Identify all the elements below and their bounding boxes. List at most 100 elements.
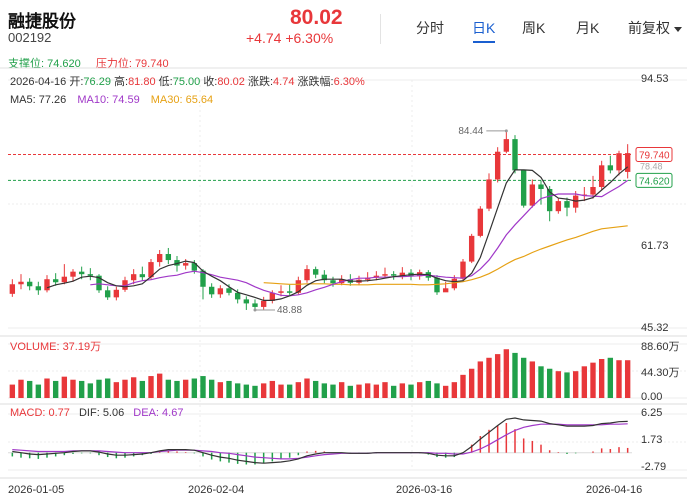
candle (174, 260, 180, 266)
candle (278, 291, 284, 293)
volume-bar (182, 379, 189, 398)
close-label: 收: (203, 76, 218, 88)
candle (607, 165, 614, 171)
low-label: 低: (158, 76, 173, 88)
volume-bar (96, 379, 102, 398)
candle (18, 281, 24, 285)
volume-bar (356, 384, 362, 398)
candle (61, 276, 68, 283)
volume-bar (165, 379, 172, 398)
tab-daily-k[interactable]: 日K (472, 20, 496, 36)
volume-bar (122, 379, 128, 398)
candle (200, 270, 206, 287)
dif-value: DIF: 5.06 (78, 407, 125, 419)
candle (477, 208, 484, 236)
macd-axis-top: 6.25 (641, 407, 663, 419)
stock-name: 融捷股份 (8, 12, 76, 31)
candle (217, 288, 224, 295)
volume-bar (399, 383, 406, 398)
volume-bar (174, 380, 180, 398)
candle (26, 281, 33, 287)
candle (44, 279, 50, 291)
volume-bar (200, 376, 206, 398)
volume-bar (538, 366, 544, 398)
candle (486, 179, 492, 209)
candle (529, 184, 536, 206)
candle (87, 274, 94, 276)
current-price: 80.02 (290, 6, 343, 29)
chg-label: 涨跌: (247, 76, 274, 88)
support-level: 支撑位: 74.620 (8, 58, 81, 70)
date-label: 2026-02-04 (188, 484, 245, 496)
volume-bar (364, 383, 371, 398)
ma30-legend: MA30: 65.64 (150, 94, 214, 106)
price-change: +4.74 +6.30% (246, 30, 334, 46)
volume-bar (390, 385, 397, 398)
candle (304, 269, 310, 281)
volume-bar (226, 380, 232, 398)
volume-bar (503, 349, 510, 398)
candle (451, 278, 458, 289)
adjust-dropdown[interactable]: 前复权 (628, 18, 682, 38)
stock-code: 002192 (8, 30, 52, 45)
candle (234, 292, 241, 300)
volume-bar (295, 382, 302, 398)
date-label: 2026-01-05 (8, 484, 65, 496)
max-dot (504, 129, 508, 133)
candle (113, 289, 120, 298)
tab-weekly-k[interactable]: 周K (522, 20, 546, 36)
candle (52, 279, 59, 283)
max-annotation: 84.44 (458, 126, 483, 137)
volume-bar (18, 379, 24, 398)
candle (442, 288, 449, 293)
candle (460, 261, 466, 279)
price-axis-hint: 78.48 (640, 162, 663, 172)
volume-bar (191, 378, 198, 398)
candle (538, 184, 544, 190)
candle (35, 286, 42, 291)
volume-bar (382, 382, 388, 398)
tab-monthly-k[interactable]: 月K (576, 20, 600, 36)
ma10-legend: MA10: 74.59 (77, 94, 140, 106)
candle (330, 280, 336, 284)
close-value: 80.02 (217, 76, 245, 88)
candle (208, 286, 215, 295)
ma10-line (90, 179, 629, 297)
volume-bar (260, 383, 267, 398)
candle (468, 235, 475, 262)
volume-bar (312, 380, 319, 398)
volume-bar (494, 354, 501, 398)
candle (156, 254, 163, 263)
volume-bar (61, 376, 68, 398)
candle (382, 274, 388, 276)
candle (434, 277, 440, 293)
volume-bar (252, 385, 258, 398)
macd-axis-mid: 1.73 (641, 434, 663, 446)
high-label: 高: (114, 76, 129, 88)
candle (564, 201, 570, 208)
volume-bar (468, 368, 475, 398)
candle (139, 274, 146, 278)
tab-intraday[interactable]: 分时 (416, 20, 444, 36)
volume-bar (486, 357, 492, 398)
candle (70, 271, 76, 277)
support-tag-box (635, 172, 673, 188)
candle (165, 254, 172, 261)
volume-bar (512, 352, 518, 398)
support-tag: 74.620 (639, 176, 670, 187)
candle (598, 165, 605, 187)
volume-bar (234, 383, 241, 398)
candle (390, 274, 397, 276)
volume-bar (442, 385, 449, 398)
macd-value: MACD: 0.77 (10, 407, 70, 419)
pressure-tag: 79.740 (639, 151, 670, 162)
candle (295, 280, 302, 293)
candle (555, 201, 562, 212)
candle (399, 272, 406, 276)
price-axis-top: 94.53 (641, 73, 669, 85)
volume-bar (590, 362, 596, 398)
macd-legend: MACD: 0.77 DIF: 5.06 DEA: 4.67 (10, 407, 183, 419)
volume-bar (44, 378, 50, 398)
dif-line (12, 417, 628, 464)
